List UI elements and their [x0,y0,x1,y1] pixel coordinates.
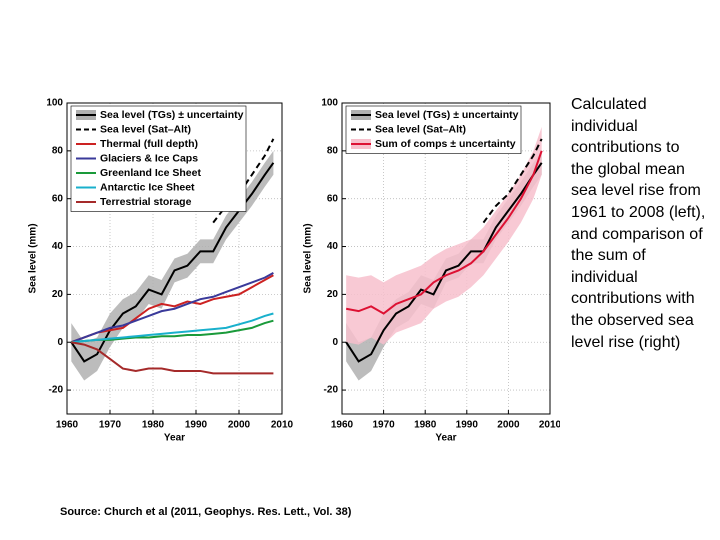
y-tick-label: 100 [321,98,338,109]
series-line [70,271,274,344]
y-axis-label: Sea level (mm) [303,223,314,293]
source: Source: Church et al (2011, Geophys. Res… [60,506,352,518]
series-line [345,162,543,363]
x-tick-label: 2000 [228,420,251,431]
y-axis-label: Sea level (mm) [28,223,39,293]
x-tick-label: 1990 [185,420,208,431]
x-tick-label: 2010 [271,420,294,431]
uncertainty-band [71,150,274,381]
y-tick-label: 80 [327,145,339,156]
legend-label: Sea level (TGs) ± uncertainty [100,109,244,121]
series-line [71,341,274,375]
x-tick-label: 1960 [331,420,354,431]
legend-label: Thermal (full depth) [100,138,198,150]
plot-frame [341,102,551,415]
x-tick-label: 2000 [497,420,520,431]
y-tick-label: 20 [327,289,339,300]
y-tick-label: 40 [52,241,64,252]
legend-label: Sea level (TGs) ± uncertainty [375,109,519,121]
caption: Calculated individual contributions to t… [571,96,706,351]
y-tick-label: -20 [49,385,64,396]
uncertainty-band [346,126,542,345]
legend-label: Terrestrial storage [100,196,192,208]
y-tick-label: 100 [46,98,63,109]
x-tick-label: 1960 [56,420,79,431]
series-line [71,312,274,344]
y-tick-label: 40 [327,241,339,252]
y-tick-label: 60 [52,193,64,204]
legend-label: Antarctic Ice Sheet [100,181,195,193]
legend-label: Glaciers & Ice Caps [100,152,198,164]
y-tick-label: 0 [332,337,338,348]
x-tick-label: 1970 [372,420,395,431]
y-tick-label: 20 [52,289,64,300]
x-tick-label: 1980 [142,420,165,431]
charts: -20 0 20 40 60 80 100 1960 1970 1980 1990 2000 2010 Y… [28,98,560,444]
legend-label: Sea level (Sat–Alt) [375,123,466,135]
legend-label: Sea level (Sat–Alt) [100,123,191,135]
x-tick-label: 1980 [414,420,437,431]
x-tick-label: 1990 [456,420,479,431]
y-tick-label: 80 [52,145,64,156]
x-tick-label: 2010 [539,420,560,431]
y-tick-label: 0 [57,337,63,348]
x-axis-label: Year [435,433,456,444]
x-axis-label: Year [164,433,185,444]
y-tick-label: -20 [324,385,339,396]
legend-box [345,105,522,154]
series-line [70,274,274,344]
legend-box [70,105,247,212]
plot-frame [66,102,283,415]
series-line [345,150,543,315]
x-tick-label: 1970 [99,420,122,431]
legend-label: Sum of comps ± uncertainty [375,138,516,150]
y-tick-label: 60 [327,193,339,204]
legend-label: Greenland Ice Sheet [100,167,201,179]
